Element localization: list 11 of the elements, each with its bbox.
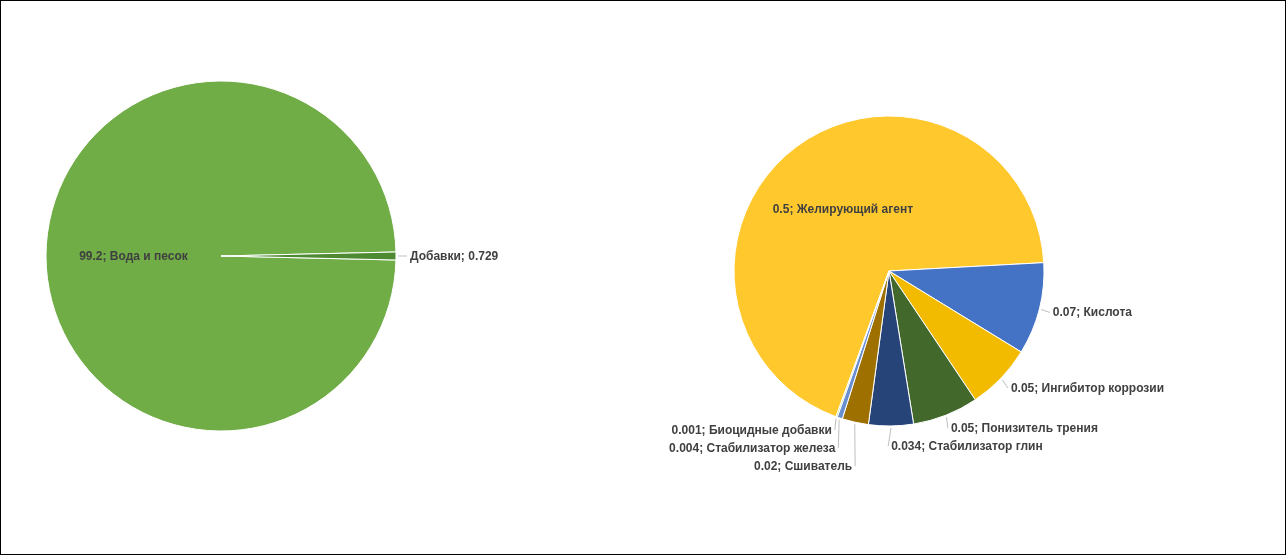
slice-label: 0.5; Желирующий агент xyxy=(772,201,914,216)
slice-label: 0.05; Понизитель трения xyxy=(950,421,1098,436)
slice-label: 0.001; Биоцидные добавки xyxy=(671,423,832,438)
slice-label: Добавки; 0.729 xyxy=(410,249,499,263)
slice-label: 0.004; Стабилизатор железа xyxy=(669,441,836,456)
slice-label: 0.034; Стабилизатор глин xyxy=(891,439,1043,454)
slice-label: 99.2; Вода и песок xyxy=(79,249,189,263)
slice-label: 0.07; Кислота xyxy=(1052,305,1133,320)
slice-label: 0.05; Ингибитор коррозии xyxy=(1010,381,1165,396)
slice-label: 0.02; Сшиватель xyxy=(753,459,853,474)
pie-slice xyxy=(45,80,397,432)
